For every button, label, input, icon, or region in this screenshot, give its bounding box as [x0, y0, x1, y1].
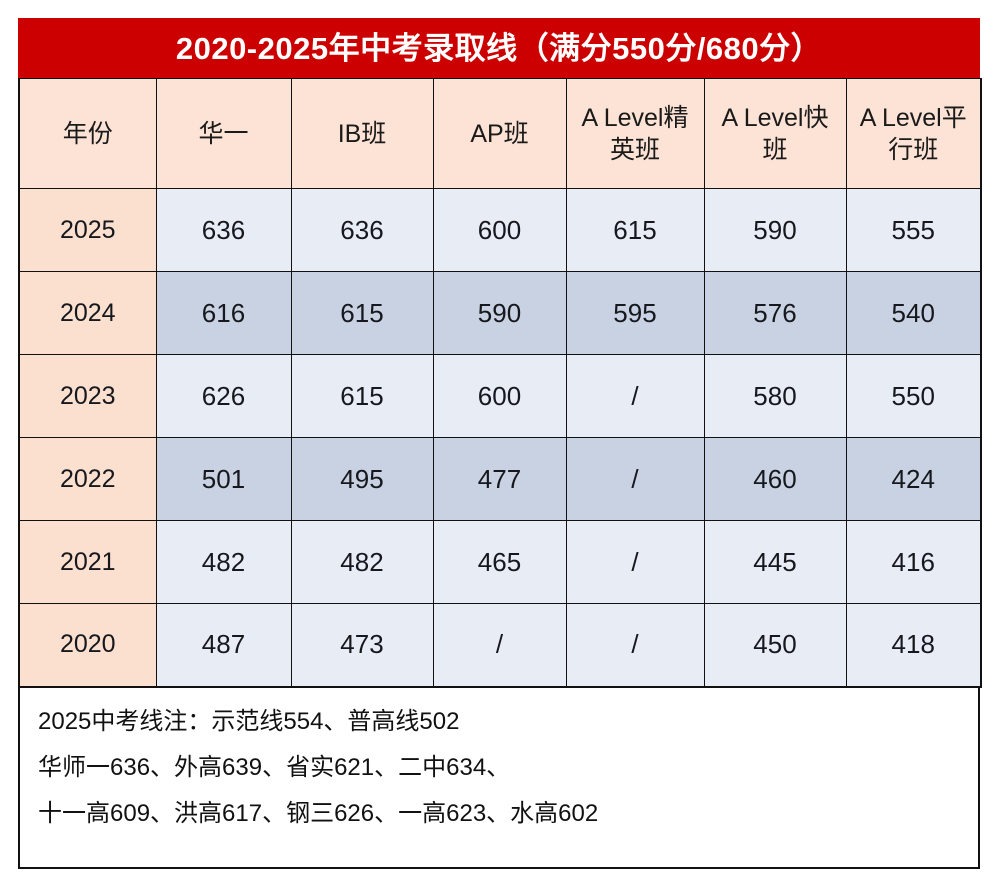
column-header-6: A Level平行班: [845, 78, 982, 189]
score-cell: 482: [155, 520, 292, 604]
page-title: 2020-2025年中考录取线（满分550分/680分）: [175, 30, 823, 66]
score-cell: 460: [703, 437, 847, 521]
column-header-0: 年份: [18, 78, 157, 189]
score-cell: 473: [290, 603, 434, 687]
table-row: 2021 482 482 465/445 416: [18, 520, 982, 604]
score-cell: /: [565, 520, 705, 604]
score-cell: 495: [290, 437, 434, 521]
table-body: 2025 636 636 600 615 590 555 2024 616 615 590 595 57…: [18, 188, 982, 687]
score-cell: 487: [155, 603, 292, 687]
table-header-row: 年份 华一 IB班 AP班 A Level精英班 A Level快班 A Level平行班: [18, 78, 982, 189]
year-cell: 2020: [18, 603, 157, 687]
footnote-box: 2025中考线注：示范线554、普高线502 华师一636、外高639、省实621…: [18, 687, 980, 869]
score-cell: 501: [155, 437, 292, 521]
score-cell: 616: [155, 271, 292, 355]
table-row: 2025 636 636 600 615 590 555: [18, 188, 982, 272]
score-cell: 445: [703, 520, 847, 604]
footnote-line: 十一高609、洪高617、钢三626、一高623、水高602: [38, 799, 599, 827]
score-cell: 600: [432, 354, 567, 438]
score-cell: 576: [703, 271, 847, 355]
column-header-3: AP班: [432, 78, 567, 189]
score-cell: 615: [565, 188, 705, 272]
score-cell: 550: [845, 354, 982, 438]
column-header-1: 华一: [155, 78, 292, 189]
score-cell: 540: [845, 271, 982, 355]
footnote-line: 2025中考线注：示范线554、普高线502: [38, 707, 460, 735]
score-cell: 626: [155, 354, 292, 438]
score-cell: 590: [703, 188, 847, 272]
year-cell: 2022: [18, 437, 157, 521]
year-cell: 2025: [18, 188, 157, 272]
admission-score-table: 年份 华一 IB班 AP班 A Level精英班 A Level快班 A Level平行班 …: [18, 78, 982, 688]
score-cell: 418: [845, 603, 982, 687]
score-cell: 600: [432, 188, 567, 272]
score-cell: /: [565, 437, 705, 521]
score-cell: 450: [703, 603, 847, 687]
year-cell: 2023: [18, 354, 157, 438]
score-cell: 595: [565, 271, 705, 355]
score-cell: 636: [155, 188, 292, 272]
column-header-4: A Level精英班: [565, 78, 705, 189]
score-cell: 636: [290, 188, 434, 272]
year-cell: 2021: [18, 520, 157, 604]
column-header-2: IB班: [290, 78, 434, 189]
score-cell: 615: [290, 354, 434, 438]
score-cell: 580: [703, 354, 847, 438]
title-banner: 2020-2025年中考录取线（满分550分/680分）: [18, 18, 980, 78]
score-cell: 477: [432, 437, 567, 521]
score-cell: 416: [845, 520, 982, 604]
score-cell: 555: [845, 188, 982, 272]
score-cell: 590: [432, 271, 567, 355]
score-cell: 424: [845, 437, 982, 521]
year-cell: 2024: [18, 271, 157, 355]
column-header-5: A Level快班: [703, 78, 847, 189]
score-cell: /: [565, 603, 705, 687]
table-row: 2024 616 615 590 595 576 540: [18, 271, 982, 355]
score-cell: 465: [432, 520, 567, 604]
footnote-line: 华师一636、外高639、省实621、二中634、: [38, 753, 511, 781]
table-row: 2020 487 473//450 418: [18, 603, 982, 687]
score-cell: 615: [290, 271, 434, 355]
table-header: 年份 华一 IB班 AP班 A Level精英班 A Level快班 A Level平行班: [18, 78, 982, 189]
table-row: 2023 626 615 600/580 550: [18, 354, 982, 438]
score-cell: /: [432, 603, 567, 687]
score-cell: 482: [290, 520, 434, 604]
table-row: 2022 501 495 477/460 424: [18, 437, 982, 521]
score-cell: /: [565, 354, 705, 438]
